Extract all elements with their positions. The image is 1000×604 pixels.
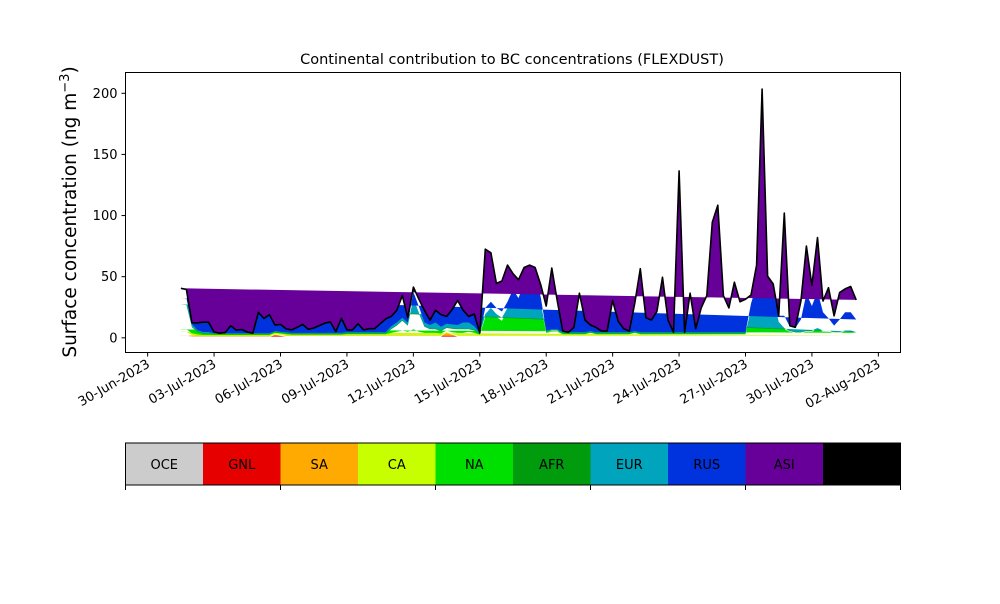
x-tick-label: 02-Aug-2023 bbox=[803, 357, 883, 412]
colorbar-label-ca: CA bbox=[388, 458, 406, 473]
x-tick-label: 24-Jul-2023 bbox=[611, 357, 684, 408]
stacked-area-group bbox=[180, 88, 857, 337]
colorbar-label-rus: RUS bbox=[693, 458, 720, 473]
x-tick-label: 21-Jul-2023 bbox=[545, 357, 618, 408]
x-tick-label: 27-Jul-2023 bbox=[678, 357, 751, 408]
y-tick-label: 0 bbox=[109, 331, 117, 346]
y-tick-label: 200 bbox=[93, 87, 118, 102]
x-tick-label: 12-Jul-2023 bbox=[346, 357, 419, 408]
colorbar-swatch-asi bbox=[745, 443, 823, 485]
colorbar-swatch-eur bbox=[590, 443, 668, 485]
area-series-asi bbox=[180, 89, 857, 334]
x-tick-label: 09-Jul-2023 bbox=[279, 357, 352, 408]
y-axis-label: Surface concentration (ng m−3) bbox=[58, 66, 82, 357]
y-ticks: 0 50 100 150 200 bbox=[93, 87, 126, 346]
colorbar-swatch-oce bbox=[125, 443, 203, 485]
x-tick-label: 03-Jul-2023 bbox=[146, 357, 219, 408]
colorbar-swatch-gnl bbox=[203, 443, 281, 485]
colorbar-label-gnl: GNL bbox=[228, 458, 256, 473]
y-axis-label-close: ) bbox=[60, 66, 81, 73]
colorbar-label-na: NA bbox=[465, 458, 484, 473]
y-tick-label: 50 bbox=[101, 270, 118, 285]
chart-title: Continental contribution to BC concentra… bbox=[300, 52, 724, 68]
colorbar-label-aus: AUS bbox=[848, 458, 875, 473]
colorbar-swatch-rus bbox=[668, 443, 746, 485]
colorbar-label-asi: ASI bbox=[774, 458, 795, 473]
y-tick-label: 150 bbox=[93, 148, 118, 163]
plot-frame bbox=[125, 72, 901, 353]
y-tick-label: 100 bbox=[93, 209, 118, 224]
colorbar-swatch-sa bbox=[280, 443, 358, 485]
y-axis-label-main: Surface concentration (ng m bbox=[60, 93, 81, 358]
colorbar-label-eur: EUR bbox=[616, 458, 643, 473]
x-tick-label: 06-Jul-2023 bbox=[213, 357, 286, 408]
region-colorbar: OCE GNL SA CA NA AFR EUR RUS ASI AUS bbox=[125, 442, 901, 490]
area-series-sa bbox=[180, 332, 857, 337]
colorbar-swatch-afr bbox=[513, 443, 591, 485]
x-tick-label: 15-Jul-2023 bbox=[412, 357, 485, 408]
colorbar-swatch-na bbox=[435, 443, 513, 485]
colorbar-swatch-aus bbox=[823, 443, 901, 485]
colorbar-label-sa: SA bbox=[311, 458, 328, 473]
colorbar-swatch-ca bbox=[358, 443, 436, 485]
x-tick-label: 30-Jun-2023 bbox=[76, 357, 153, 410]
colorbar-frame bbox=[125, 442, 901, 486]
y-axis-label-exponent: −3 bbox=[58, 74, 73, 93]
total-line bbox=[180, 88, 857, 334]
colorbar-label-afr: AFR bbox=[539, 458, 564, 473]
x-tick-label: 18-Jul-2023 bbox=[478, 357, 551, 408]
colorbar-label-oce: OCE bbox=[150, 458, 178, 473]
x-ticks: 30-Jun-202303-Jul-202306-Jul-202309-Jul-… bbox=[76, 352, 883, 412]
